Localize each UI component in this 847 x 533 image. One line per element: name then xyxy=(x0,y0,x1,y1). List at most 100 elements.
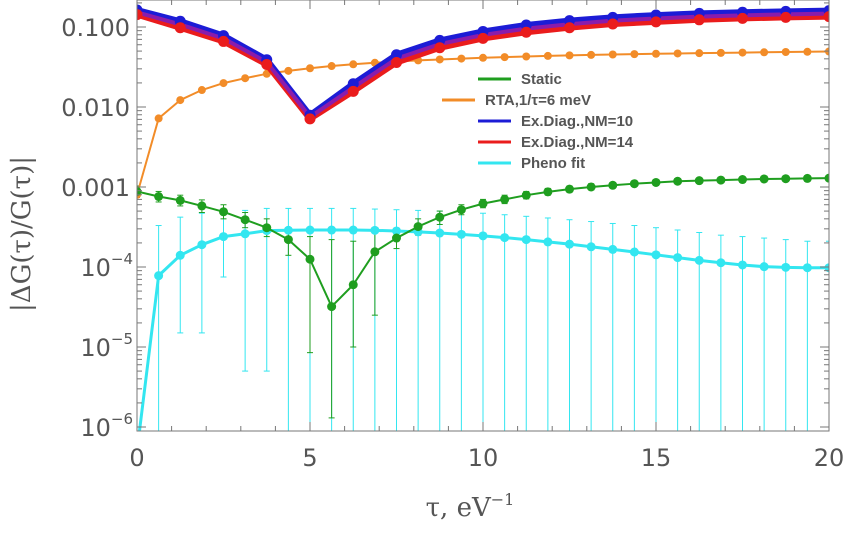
rta-1-6-mev-point xyxy=(630,50,639,59)
x-axis-label: τ, eV−1 xyxy=(426,490,515,523)
ex-diag-nm-14-point xyxy=(564,22,575,34)
static-point xyxy=(327,302,337,312)
x-tick-label: 0 xyxy=(129,444,144,472)
static-point xyxy=(435,212,445,222)
legend-label: RTA,1/τ=6 meV xyxy=(485,92,591,109)
ex-diag-nm-14-point xyxy=(304,113,316,125)
rta-1-6-mev-point xyxy=(457,54,466,63)
pheno-fit-point xyxy=(673,253,683,263)
pheno-fit-point xyxy=(154,271,164,281)
ex-diag-nm-14-point xyxy=(823,11,829,23)
rta-1-6-mev-point xyxy=(176,96,185,105)
static-point xyxy=(219,207,228,217)
pheno-fit-point xyxy=(456,229,466,239)
y-tick-label: 10−4 xyxy=(80,250,133,282)
pheno-fit-point xyxy=(435,228,445,238)
pheno-fit-point xyxy=(370,225,380,235)
y-tick-label-base: 10 xyxy=(80,414,111,442)
rta-1-6-mev-point xyxy=(197,86,206,95)
pheno-fit-point xyxy=(240,229,250,239)
legend-label: Ex.Diag.,NM=14 xyxy=(521,134,634,151)
rta-1-6-mev-point xyxy=(738,48,747,57)
static-point xyxy=(240,215,250,225)
rta-1-6-mev-point xyxy=(349,60,358,69)
plot-series xyxy=(137,4,829,431)
static-point xyxy=(802,173,812,183)
rta-1-6-mev-point xyxy=(716,48,725,57)
x-tick-labels: 0 5 10 15 20 xyxy=(129,444,844,472)
pheno-fit-point xyxy=(802,263,812,273)
rta-1-6-mev-point xyxy=(284,66,293,75)
rta-1-6-mev-point xyxy=(327,62,336,71)
pheno-fit-point xyxy=(565,239,574,249)
static-point xyxy=(543,187,553,197)
rta-1-6-mev-point xyxy=(565,51,574,60)
rta-1-6-mev-point xyxy=(241,74,250,83)
static-point xyxy=(781,174,791,184)
pheno-fit-point xyxy=(608,244,618,254)
ex-diag-nm-14-point xyxy=(174,22,186,34)
y-tick-label: 0.100 xyxy=(61,14,130,42)
rta-1-6-mev-point xyxy=(306,64,314,73)
ex-diag-nm-14-point xyxy=(347,85,359,97)
pheno-fit-point xyxy=(305,225,315,235)
static-point xyxy=(694,176,704,186)
tick-marks xyxy=(136,0,830,431)
static-point xyxy=(197,201,207,211)
pheno-fit-point xyxy=(175,250,185,260)
rta-1-6-mev-point xyxy=(760,48,769,57)
pheno-fit-point xyxy=(327,225,337,235)
y-tick-label-base: 0.010 xyxy=(61,94,130,122)
static-point xyxy=(565,184,574,194)
static-point xyxy=(759,174,769,184)
legend: Static RTA,1/τ=6 meV Ex.Diag.,NM=10 Ex.Diag… xyxy=(442,71,634,172)
rta-1-6-mev-point xyxy=(219,79,228,88)
x-tick-label: 10 xyxy=(468,444,499,472)
pheno-fit-point xyxy=(392,226,401,236)
pheno-fit-point xyxy=(197,240,207,250)
legend-label: Pheno fit xyxy=(521,155,585,172)
x-axis-label-superscript: −1 xyxy=(491,490,515,509)
rta-1-6-mev-point xyxy=(435,55,444,64)
static-point xyxy=(175,195,185,205)
pheno-fit-point xyxy=(694,255,704,265)
y-tick-label-exponent: −6 xyxy=(111,410,133,428)
pheno-fit-point xyxy=(543,237,553,247)
pheno-fit-point xyxy=(651,250,661,260)
x-tick-label: 20 xyxy=(814,444,845,472)
ex-diag-nm-14-point xyxy=(261,58,273,70)
y-tick-label: 10−5 xyxy=(80,330,133,362)
y-axis-label: |ΔG(τ)/G(τ)| xyxy=(7,156,37,312)
static-point xyxy=(651,177,661,187)
rta-1-6-mev-point xyxy=(781,47,790,56)
ex-diag-nm-14-point xyxy=(137,9,143,21)
pheno-fit-point xyxy=(781,262,791,272)
static-point xyxy=(608,180,618,190)
static-point xyxy=(673,176,683,186)
pheno-fit-point xyxy=(478,231,488,241)
ex-diag-nm-10-line xyxy=(137,7,829,119)
rta-1-6-mev-point xyxy=(652,49,660,58)
ex-diag-nm-14-point xyxy=(391,56,402,68)
static-point xyxy=(413,222,423,232)
ex-diag-nm-14-point xyxy=(434,42,446,54)
pheno-fit-point xyxy=(824,263,829,273)
pheno-fit-point xyxy=(219,232,228,242)
rta-1-6-mev-point xyxy=(803,47,812,56)
rta-1-6-mev-point xyxy=(154,114,163,123)
rta-1-6-mev-point xyxy=(587,50,596,59)
pheno-fit-point xyxy=(586,242,596,252)
static-point xyxy=(392,233,401,243)
ex-diag-nm-10-point xyxy=(391,49,402,61)
pheno-fit-point xyxy=(500,233,510,243)
ex-diag-nm-14-point xyxy=(607,18,619,30)
pheno-fit-point xyxy=(348,225,358,235)
ex-diag-nm-10-point xyxy=(347,78,359,90)
ex-diag-nm-14-point xyxy=(650,16,662,28)
static-point xyxy=(370,247,380,257)
rta-1-6-mev-point xyxy=(673,49,682,58)
static-point xyxy=(738,175,747,185)
ex-diag-nm-14-point xyxy=(693,14,705,26)
rta-1-6-mev-line xyxy=(137,50,829,196)
